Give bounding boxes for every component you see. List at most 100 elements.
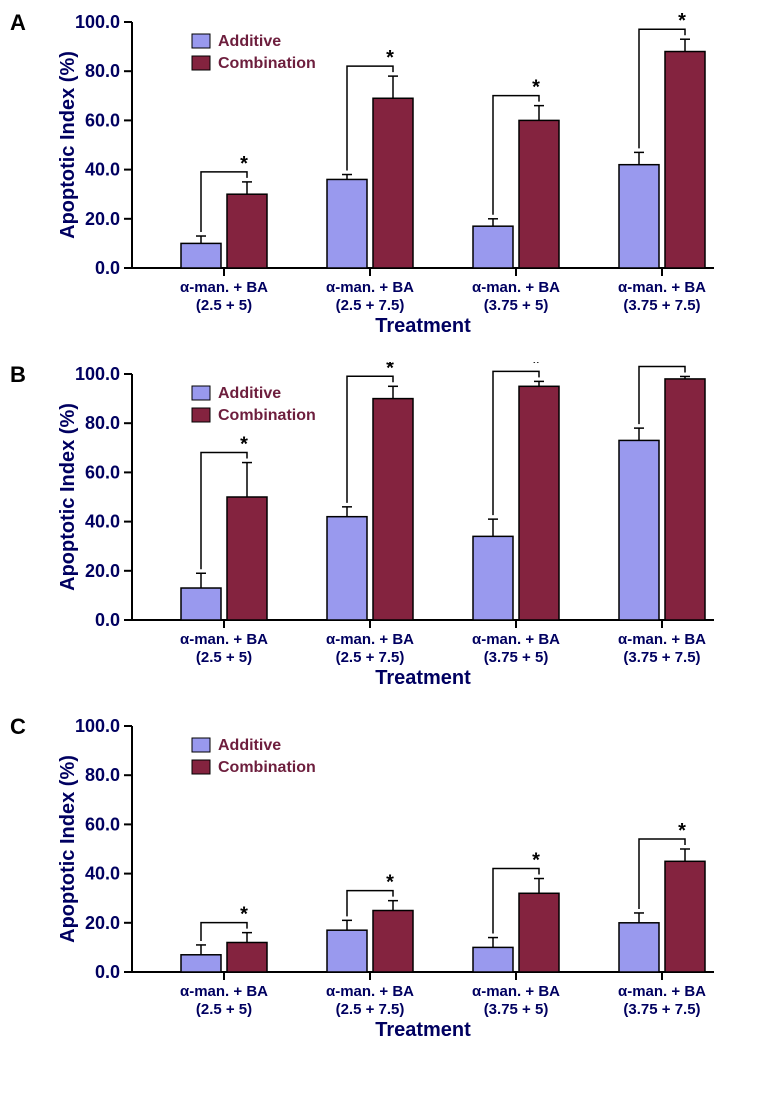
- category-label: (2.5 + 5): [196, 1001, 252, 1018]
- ytick-label: 100.0: [75, 12, 120, 32]
- ytick-label: 40.0: [85, 512, 120, 532]
- bar-additive: [327, 179, 367, 268]
- legend-swatch: [192, 56, 210, 70]
- ytick-label: 20.0: [85, 209, 120, 229]
- bar-combination: [373, 911, 413, 973]
- bar-combination: [227, 194, 267, 268]
- category-label: (3.75 + 5): [484, 297, 549, 314]
- sig-star: *: [386, 872, 394, 894]
- legend-label: Additive: [218, 385, 281, 402]
- chart-wrap: 0.0 20.0 40.0 60.0 80.0 100.0 Apoptotic Index …: [54, 714, 724, 1054]
- bar-combination: [519, 893, 559, 972]
- legend-label: Combination: [218, 407, 316, 424]
- bar-combination: [373, 98, 413, 268]
- bar-additive: [327, 517, 367, 620]
- category-label: α-man. + BA: [180, 279, 268, 296]
- bar-combination: [665, 52, 705, 268]
- ytick-label: 80.0: [85, 61, 120, 81]
- sig-star: *: [532, 362, 540, 374]
- ytick-label: 40.0: [85, 160, 120, 180]
- ytick-label: 100.0: [75, 716, 120, 736]
- category-label: (3.75 + 7.5): [623, 649, 700, 666]
- chart-C: 0.0 20.0 40.0 60.0 80.0 100.0 Apoptotic Index …: [54, 714, 724, 1054]
- ytick-label: 80.0: [85, 413, 120, 433]
- ytick-label: 60.0: [85, 110, 120, 130]
- x-axis-title: Treatment: [375, 315, 471, 337]
- bar-additive: [473, 536, 513, 620]
- y-axis-title: Apoptotic Index (%): [57, 403, 79, 591]
- sig-star: *: [386, 47, 394, 69]
- bar-additive: [473, 226, 513, 268]
- bar-combination: [665, 861, 705, 972]
- bar-additive: [181, 955, 221, 972]
- ytick-label: 0.0: [95, 258, 120, 278]
- category-label: α-man. + BA: [472, 279, 560, 296]
- category-label: (2.5 + 5): [196, 649, 252, 666]
- ytick-label: 60.0: [85, 814, 120, 834]
- category-label: α-man. + BA: [472, 983, 560, 1000]
- bar-additive: [619, 165, 659, 268]
- legend-swatch: [192, 386, 210, 400]
- x-axis-title: Treatment: [375, 667, 471, 689]
- category-label: α-man. + BA: [326, 631, 414, 648]
- sig-star: *: [678, 820, 686, 842]
- bar-combination: [227, 942, 267, 972]
- category-label: (2.5 + 7.5): [336, 297, 405, 314]
- legend-swatch: [192, 738, 210, 752]
- x-axis-title: Treatment: [375, 1019, 471, 1041]
- figure: A 0.0 20.0 40.0 60.0 80.0 100.0 Apoptotic Index…: [10, 10, 758, 1054]
- bar-combination: [519, 386, 559, 620]
- legend-label: Combination: [218, 759, 316, 776]
- legend-label: Additive: [218, 33, 281, 50]
- legend-label: Combination: [218, 55, 316, 72]
- sig-star: *: [678, 362, 686, 369]
- sig-star: *: [532, 850, 540, 872]
- panel-A: A 0.0 20.0 40.0 60.0 80.0 100.0 Apoptotic Index…: [10, 10, 758, 350]
- bar-combination: [665, 379, 705, 620]
- ytick-label: 80.0: [85, 765, 120, 785]
- category-label: (3.75 + 7.5): [623, 1001, 700, 1018]
- chart-wrap: 0.020.040.060.080.0100.0Apoptotic Index …: [54, 362, 724, 702]
- ytick-label: 0.0: [95, 610, 120, 630]
- ytick-label: 0.0: [95, 962, 120, 982]
- category-label: α-man. + BA: [618, 631, 706, 648]
- category-label: α-man. + BA: [326, 279, 414, 296]
- bar-combination: [519, 120, 559, 268]
- category-label: (2.5 + 7.5): [336, 649, 405, 666]
- sig-star: *: [678, 10, 686, 32]
- category-label: α-man. + BA: [618, 279, 706, 296]
- bar-additive: [619, 440, 659, 620]
- category-label: (2.5 + 7.5): [336, 1001, 405, 1018]
- y-axis-title: Apoptotic Index (%): [57, 51, 79, 239]
- category-label: α-man. + BA: [180, 983, 268, 1000]
- legend-swatch: [192, 408, 210, 422]
- legend-label: Additive: [218, 737, 281, 754]
- chart-A: 0.0 20.0 40.0 60.0 80.0 100.0 Apoptotic Index …: [54, 10, 724, 350]
- category-label: α-man. + BA: [180, 631, 268, 648]
- y-axis-title: Apoptotic Index (%): [57, 755, 79, 943]
- category-label: α-man. + BA: [618, 983, 706, 1000]
- panel-B: B0.020.040.060.080.0100.0Apoptotic Index…: [10, 362, 758, 702]
- legend-swatch: [192, 34, 210, 48]
- panel-label: A: [10, 10, 26, 36]
- ytick-label: 100.0: [75, 364, 120, 384]
- chart-B: 0.020.040.060.080.0100.0Apoptotic Index …: [54, 362, 724, 702]
- category-label: (3.75 + 7.5): [623, 297, 700, 314]
- legend-swatch: [192, 760, 210, 774]
- category-label: (3.75 + 5): [484, 1001, 549, 1018]
- panel-label: B: [10, 362, 26, 388]
- ytick-label: 40.0: [85, 864, 120, 884]
- category-label: α-man. + BA: [472, 631, 560, 648]
- chart-wrap: 0.0 20.0 40.0 60.0 80.0 100.0 Apoptotic Index …: [54, 10, 724, 350]
- panel-label: C: [10, 714, 26, 740]
- bar-additive: [181, 588, 221, 620]
- bar-additive: [473, 947, 513, 972]
- bar-combination: [227, 497, 267, 620]
- panel-C: C 0.0 20.0 40.0 60.0 80.0 100.0 Apoptotic Index…: [10, 714, 758, 1054]
- ytick-label: 20.0: [85, 913, 120, 933]
- sig-star: *: [386, 362, 394, 379]
- ytick-label: 60.0: [85, 462, 120, 482]
- bar-combination: [373, 399, 413, 620]
- bar-additive: [327, 930, 367, 972]
- category-label: (2.5 + 5): [196, 297, 252, 314]
